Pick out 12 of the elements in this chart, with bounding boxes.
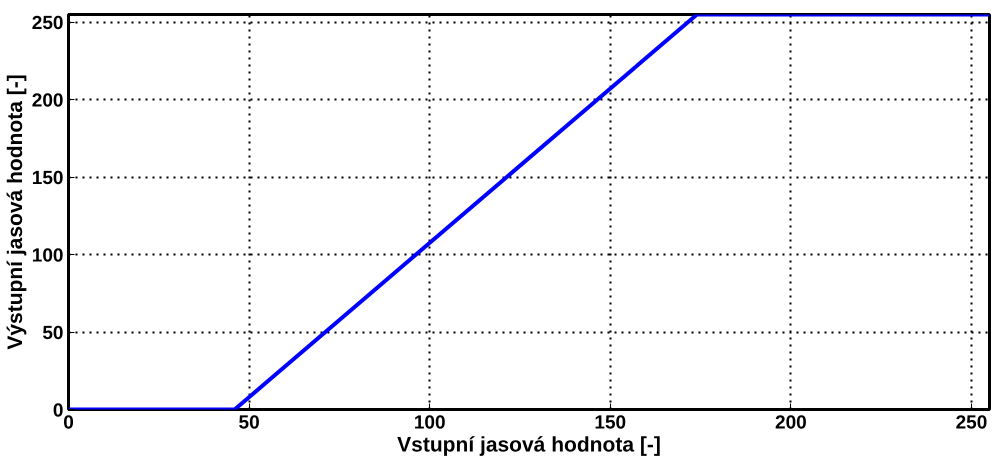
y-tick-label: 250 (32, 13, 64, 34)
x-tick-label: 50 (238, 412, 260, 434)
y-tick-label: 200 (32, 90, 64, 112)
y-tick-label: 100 (32, 246, 64, 267)
x-axis-title: Vstupní jasová hodnota [-] (397, 434, 661, 456)
x-tick-label: 200 (775, 412, 807, 434)
x-tick-label: 100 (414, 412, 446, 434)
y-axis-title: Výstupní jasová hodnota [-] (4, 74, 27, 350)
y-tick-label: 150 (32, 168, 64, 190)
x-tick-label: 250 (956, 412, 988, 434)
x-tick-label: 150 (594, 412, 626, 434)
y-tick-label: 50 (42, 323, 64, 344)
